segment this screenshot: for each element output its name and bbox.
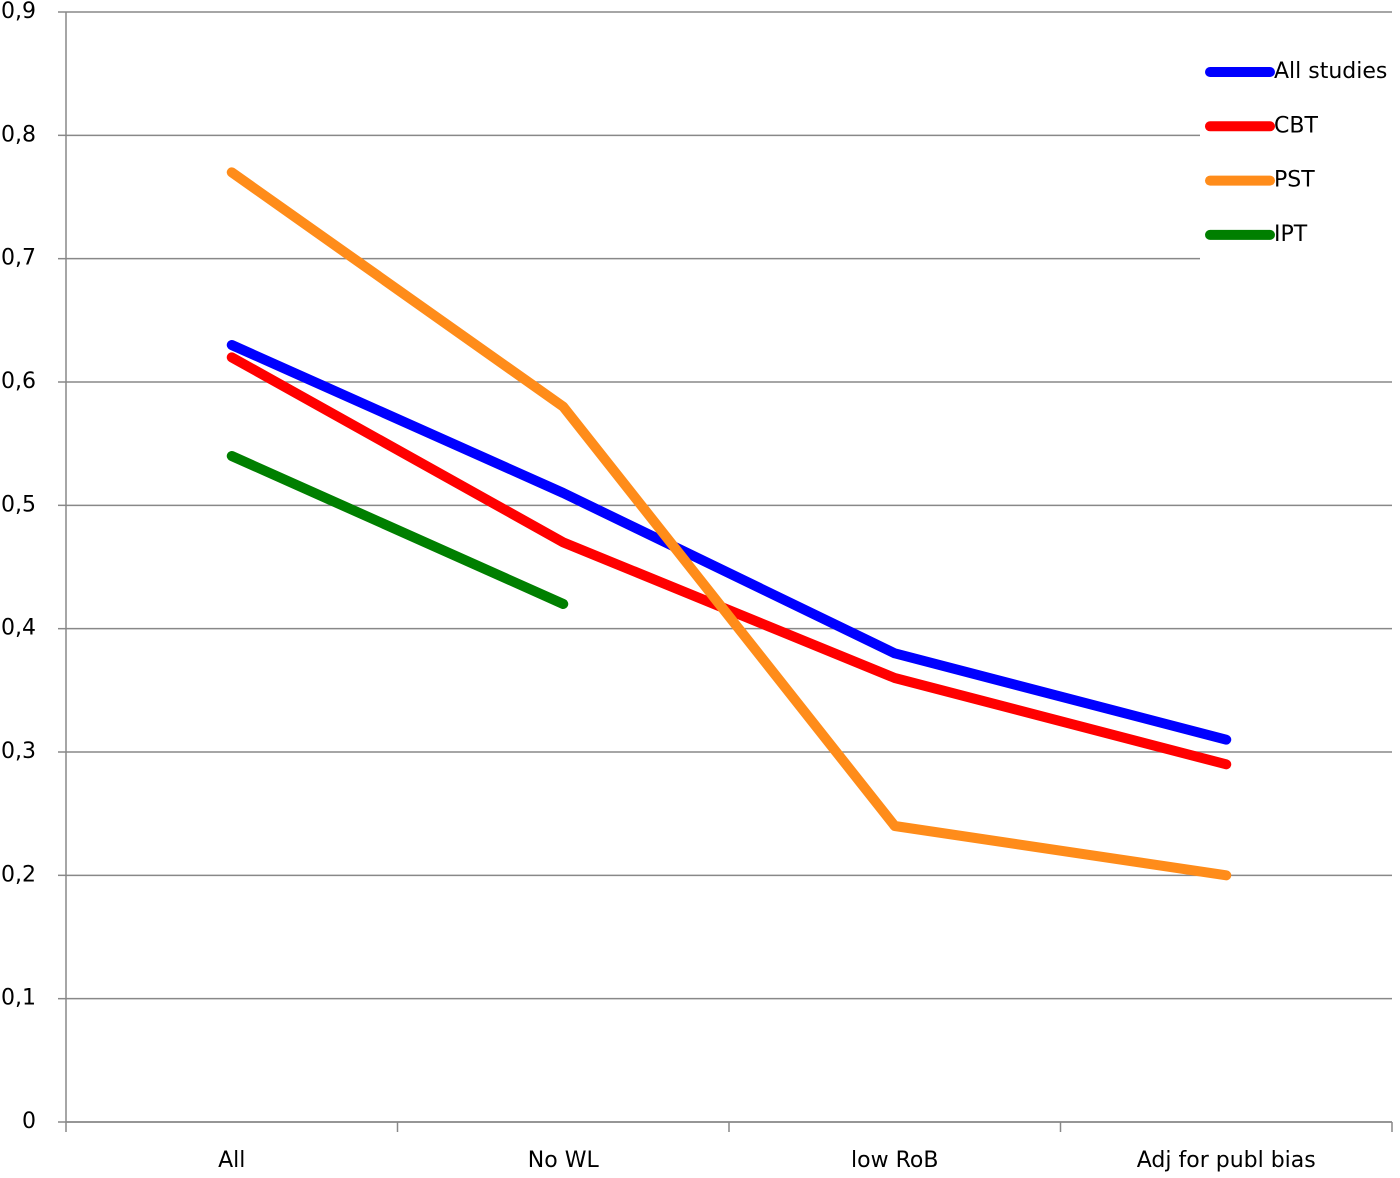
y-tick-label: 0: [22, 1109, 36, 1134]
y-tick-label: 0,5: [1, 492, 36, 517]
x-tick-label: low RoB: [851, 1148, 938, 1173]
x-tick-label: All: [218, 1148, 245, 1173]
y-tick-label: 0,4: [1, 616, 36, 641]
legend-box: [1200, 45, 1400, 260]
legend-label: PST: [1274, 168, 1315, 193]
x-tick-label: No WL: [528, 1148, 600, 1173]
y-tick-label: 0,6: [1, 369, 36, 394]
y-tick-label: 0,3: [1, 739, 36, 764]
legend-label: All studies: [1274, 59, 1387, 84]
series-line: [226, 451, 569, 609]
y-tick-label: 0,1: [1, 986, 36, 1011]
y-tick-label: 0,9: [1, 0, 36, 24]
y-tick-label: 0,7: [1, 246, 36, 271]
legend-label: CBT: [1274, 113, 1318, 138]
x-tick-label: Adj for publ bias: [1137, 1148, 1316, 1173]
series-line: [226, 167, 1232, 881]
y-tick-label: 0,2: [1, 862, 36, 887]
series-line: [226, 340, 1232, 745]
legend-label: IPT: [1274, 222, 1308, 247]
y-tick-label: 0,8: [1, 122, 36, 147]
